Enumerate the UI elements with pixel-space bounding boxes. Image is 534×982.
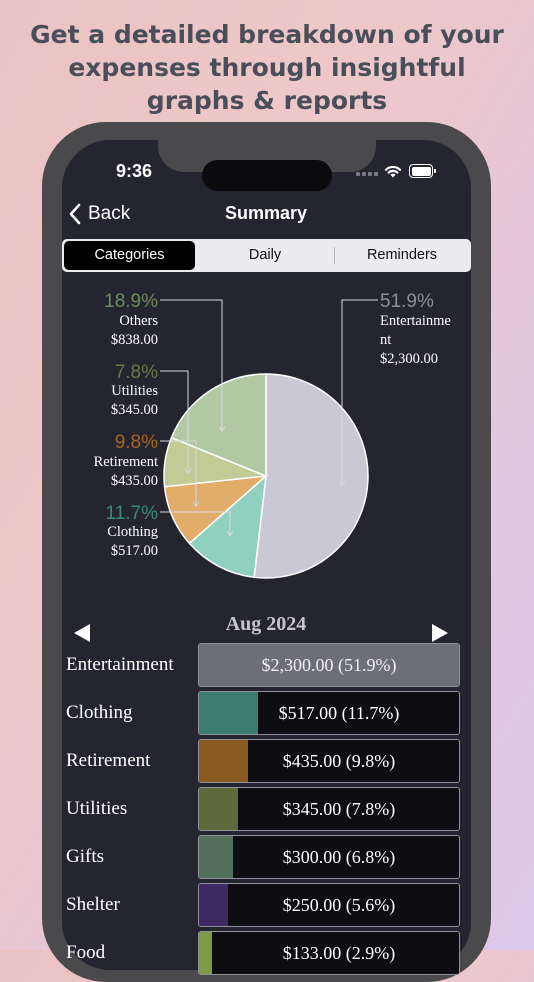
label-name-others: Others (119, 313, 158, 329)
category-row-retirement[interactable]: Retirement $435.00 (9.8%) (62, 738, 462, 784)
headline-line-1: Get a detailed breakdown of your (30, 20, 504, 49)
category-name: Entertainment (66, 654, 174, 675)
category-amount: $435.00 (9.8%) (282, 751, 396, 771)
label-name-entertainment-2: nt (380, 332, 391, 348)
leader-arrow-utilities (184, 468, 192, 475)
leader-arrow-clothing (226, 530, 234, 538)
label-percent-retirement: 9.8% (115, 432, 158, 453)
status-time: 9:36 (116, 161, 153, 181)
category-bar-fill (199, 884, 228, 926)
leader-arrow-others (218, 425, 226, 433)
category-row-utilities[interactable]: Utilities $345.00 (7.8%) (62, 786, 462, 832)
category-amount: $2,300.00 (51.9%) (261, 655, 397, 675)
pie-slice-others (170, 373, 267, 478)
label-amount-retirement: $435.00 (111, 473, 158, 489)
category-bar-fill (199, 692, 258, 734)
segment-divider (334, 247, 335, 264)
leader-lines (160, 299, 378, 538)
back-label: Back (88, 203, 131, 224)
category-bar: $133.00 (2.9%) (198, 931, 460, 975)
leader-line-utilities (160, 370, 189, 474)
label-percent-utilities: 7.8% (115, 362, 158, 383)
pie-slices (163, 373, 369, 579)
next-month-button[interactable] (432, 624, 448, 642)
headline-line-3: graphs & reports (146, 86, 388, 115)
category-amount: $517.00 (11.7%) (278, 703, 400, 723)
category-bar: $300.00 (6.8%) (198, 835, 460, 879)
category-amount: $345.00 (7.8%) (282, 799, 396, 819)
category-bar-fill (199, 644, 459, 686)
category-bar: $250.00 (5.6%) (198, 883, 460, 927)
label-name-retirement: Retirement (94, 454, 158, 470)
leader-arrow-entertainment (338, 480, 346, 487)
label-amount-entertainment: $2,300.00 (380, 351, 438, 367)
chevron-left-icon (69, 203, 81, 225)
promo-headline: Get a detailed breakdown of your expense… (0, 18, 534, 117)
leader-line-others (160, 299, 223, 432)
category-bar: $345.00 (7.8%) (198, 787, 460, 831)
label-name-utilities: Utilities (111, 383, 158, 399)
label-amount-others: $838.00 (111, 332, 158, 348)
segmented-control: Categories Daily Reminders (62, 239, 471, 272)
tab-reminders[interactable]: Reminders (366, 247, 438, 263)
label-amount-utilities: $345.00 (111, 402, 158, 418)
category-amount: $133.00 (2.9%) (282, 943, 396, 963)
pie-slice-entertainment (253, 373, 369, 579)
category-name: Shelter (66, 894, 120, 915)
category-bar-fill (199, 740, 249, 782)
category-amount: $250.00 (5.6%) (282, 895, 396, 915)
category-bar-fill (199, 836, 233, 878)
expense-pie-chart: 51.9% Entertainme nt $2,300.00 18.9% Oth… (94, 291, 451, 579)
dynamic-island (202, 160, 332, 191)
label-amount-clothing: $517.00 (111, 543, 158, 559)
wifi-icon (384, 165, 402, 178)
category-row-clothing[interactable]: Clothing $517.00 (11.7%) (62, 690, 462, 736)
label-name-entertainment-1: Entertainme (380, 313, 451, 329)
category-bar: $2,300.00 (51.9%) (198, 643, 460, 687)
category-row-gifts[interactable]: Gifts $300.00 (6.8%) (62, 834, 462, 880)
month-label: Aug 2024 (225, 613, 307, 635)
label-name-clothing: Clothing (107, 524, 158, 540)
category-bar-fill (199, 788, 238, 830)
label-percent-clothing: 11.7% (106, 503, 159, 524)
tab-categories[interactable]: Categories (64, 241, 195, 270)
category-row-food[interactable]: Food $133.00 (2.9%) (62, 930, 462, 976)
category-bar: $517.00 (11.7%) (198, 691, 460, 735)
tab-daily[interactable]: Daily (248, 247, 282, 263)
leader-line-clothing (160, 511, 231, 537)
category-name: Retirement (66, 750, 151, 771)
category-row-shelter[interactable]: Shelter $250.00 (5.6%) (62, 882, 462, 928)
leader-line-entertainment (341, 299, 378, 486)
category-name: Food (66, 942, 106, 963)
category-name: Gifts (66, 846, 104, 867)
previous-month-button[interactable] (74, 624, 90, 642)
back-button[interactable]: Back (68, 200, 130, 228)
category-bar: $435.00 (9.8%) (198, 739, 460, 783)
category-row-entertainment[interactable]: Entertainment $2,300.00 (51.9%) (62, 642, 462, 688)
page-title: Summary (224, 203, 308, 223)
label-percent-entertainment: 51.9% (380, 291, 434, 312)
category-name: Clothing (66, 702, 133, 723)
headline-line-2: expenses through insightful (68, 53, 466, 82)
leader-arrow-retirement (192, 501, 200, 508)
pie-slice-clothing (188, 474, 267, 579)
category-amount: $300.00 (6.8%) (282, 847, 396, 867)
label-percent-others: 18.9% (104, 291, 158, 312)
battery-icon (409, 164, 436, 178)
leader-line-retirement (160, 440, 197, 507)
category-name: Utilities (66, 798, 128, 819)
